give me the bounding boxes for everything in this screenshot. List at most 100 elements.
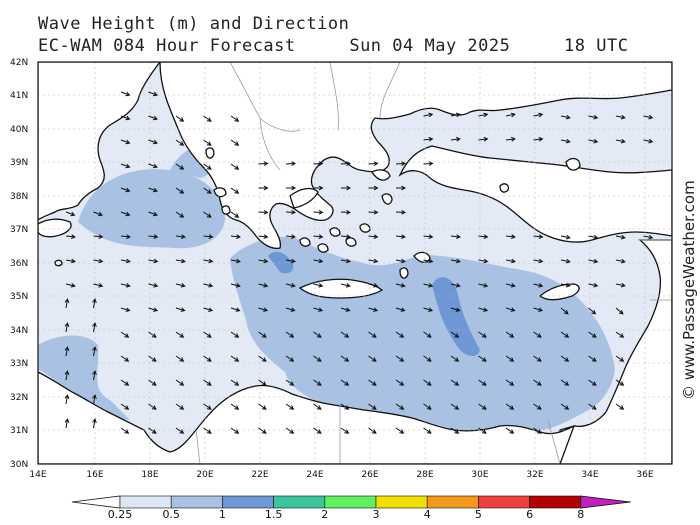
lat-label: 39N: [10, 158, 28, 168]
direction-arrow: [340, 331, 350, 338]
direction-arrow: [395, 331, 405, 338]
direction-arrow: [285, 283, 296, 288]
direction-arrow: [505, 283, 516, 288]
direction-arrow: [64, 346, 70, 357]
direction-arrow: [533, 136, 544, 142]
direction-arrow: [423, 283, 434, 288]
direction-arrow: [258, 307, 269, 312]
direction-arrow: [505, 258, 516, 264]
direction-arrow: [120, 331, 130, 338]
direction-arrow: [230, 139, 240, 146]
direction-arrow: [258, 209, 269, 215]
lat-label: 33N: [10, 359, 28, 369]
legend-value-label: 1.5: [265, 508, 283, 521]
direction-arrow: [175, 115, 185, 122]
legend-value-label: 8: [577, 508, 584, 521]
direction-arrow: [478, 136, 489, 142]
direction-arrow: [368, 258, 379, 264]
lon-label: 26E: [361, 470, 378, 480]
direction-arrow: [643, 234, 654, 240]
model-label: EC-WAM 084 Hour Forecast: [38, 36, 296, 56]
direction-arrow: [64, 322, 70, 333]
direction-arrow: [258, 258, 269, 264]
direction-arrow: [258, 185, 269, 191]
direction-arrow: [175, 355, 185, 362]
direction-arrow: [588, 138, 599, 144]
direction-arrow: [396, 185, 407, 191]
direction-arrow: [478, 379, 487, 386]
direction-arrow: [395, 403, 405, 410]
lat-label: 35N: [10, 292, 28, 302]
lon-label: 32E: [526, 470, 543, 480]
direction-arrow: [285, 403, 295, 410]
lat-axis: 30N 31N 32N 33N 34N 35N 36N 37N 38N 39N …: [10, 58, 28, 470]
direction-arrow: [313, 307, 324, 312]
direction-arrow: [203, 427, 212, 434]
direction-arrow: [175, 379, 185, 386]
direction-arrow: [203, 187, 212, 194]
direction-arrow: [203, 379, 212, 386]
direction-arrow: [258, 427, 267, 434]
direction-arrow: [258, 355, 267, 362]
direction-arrow: [65, 234, 76, 239]
direction-arrow: [203, 307, 214, 312]
lon-label: 22E: [251, 470, 268, 480]
direction-arrow: [423, 355, 432, 362]
direction-arrow: [203, 211, 212, 218]
legend-colorbar: 0.25 0.5 1 1.5 2 3 4 5 6 8: [71, 495, 631, 521]
forecast-time: 18 UTC: [564, 36, 629, 56]
legend-value-label: 0.25: [108, 508, 133, 521]
direction-arrow: [64, 298, 70, 309]
direction-arrow: [368, 161, 379, 167]
direction-arrow: [560, 138, 571, 144]
direction-arrow: [340, 234, 351, 239]
direction-arrow: [423, 136, 434, 142]
direction-arrow: [93, 211, 103, 217]
direction-arrow: [120, 283, 131, 288]
direction-arrow: [340, 161, 352, 167]
direction-arrow: [478, 112, 489, 118]
direction-arrow: [148, 403, 157, 410]
direction-arrow: [313, 258, 324, 264]
direction-arrow: [148, 379, 157, 386]
legend-swatch: [273, 495, 326, 509]
direction-arrow: [450, 258, 461, 264]
direction-arrow: [120, 427, 130, 434]
legend-swatch: [478, 495, 530, 509]
direction-arrow: [230, 379, 240, 386]
direction-arrow: [450, 283, 461, 288]
legend-upper-tip: [580, 495, 631, 509]
map-area: [38, 62, 672, 464]
direction-arrow: [478, 307, 489, 312]
direction-arrow: [313, 331, 322, 338]
direction-arrow: [230, 234, 241, 239]
direction-arrow: [368, 307, 379, 312]
direction-arrow: [203, 163, 212, 170]
direction-arrow: [340, 283, 351, 288]
direction-arrow: [643, 114, 654, 120]
direction-arrow: [285, 161, 297, 167]
direction-arrow: [175, 307, 186, 312]
direction-arrow: [395, 379, 405, 386]
legend-swatch: [119, 495, 172, 509]
direction-arrow: [588, 331, 597, 338]
legend-value-label: 3: [373, 508, 380, 521]
direction-arrow: [230, 187, 240, 194]
direction-arrow: [285, 379, 295, 386]
direction-arrow: [478, 403, 487, 410]
direction-arrow: [313, 379, 322, 386]
direction-arrow: [120, 403, 130, 410]
direction-arrow: [175, 211, 185, 218]
direction-arrow: [230, 258, 241, 264]
direction-arrow: [395, 307, 406, 312]
direction-arrow: [92, 370, 97, 381]
lat-label: 31N: [10, 426, 28, 436]
direction-arrow: [615, 234, 626, 240]
lon-label: 24E: [306, 470, 323, 480]
direction-arrow: [175, 163, 185, 170]
direction-arrow: [450, 379, 460, 386]
direction-arrow: [368, 355, 377, 362]
direction-arrow: [588, 379, 597, 386]
direction-arrow: [203, 331, 212, 338]
direction-arrow: [423, 234, 434, 239]
